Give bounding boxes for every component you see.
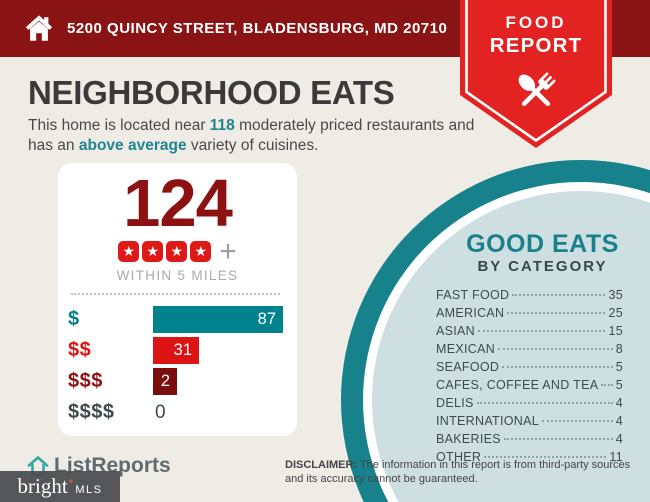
category-row: OTHER 11 <box>436 450 623 468</box>
mls-label: MLS <box>75 483 103 496</box>
category-row: AMERICAN 25 <box>436 306 623 324</box>
category-value: 5 <box>615 378 623 392</box>
dotted-divider <box>71 293 280 295</box>
chart-row: $$$$ 0 <box>68 399 285 426</box>
dotted-leader <box>512 294 606 296</box>
dotted-leader <box>507 312 606 314</box>
bar: 2 <box>153 368 177 395</box>
disclaimer: DISCLAIMER: The information in this repo… <box>285 459 635 486</box>
category-value: 4 <box>615 396 623 410</box>
bar-value: 31 <box>173 341 192 359</box>
category-label: OTHER <box>436 450 482 464</box>
bar-value: 87 <box>257 310 276 328</box>
category-value: 11 <box>609 450 623 464</box>
dotted-leader <box>476 402 613 404</box>
bar-value: 2 <box>160 372 170 390</box>
category-value: 15 <box>608 324 623 338</box>
good-eats-title: GOOD EATS <box>466 230 619 258</box>
category-row: BAKERIES 4 <box>436 432 623 450</box>
rating-plus: + <box>219 234 237 268</box>
chart-row: $87 <box>68 306 285 333</box>
bar-value-zero: 0 <box>155 402 166 423</box>
restaurant-count: 124 <box>123 166 233 241</box>
subtitle-text: variety of cuisines. <box>186 137 319 154</box>
dotted-leader <box>503 438 613 440</box>
disclaimer-text: The information in this report is from t… <box>285 459 631 485</box>
restaurant-count-highlight: 118 <box>209 117 235 134</box>
category-value: 4 <box>615 432 623 446</box>
bar-track: 0 <box>153 399 285 426</box>
category-row: CAFES, COFFEE AND TEA 5 <box>436 378 623 396</box>
dotted-leader <box>484 456 607 458</box>
good-eats-list: FAST FOOD 35 AMERICAN 25 ASIAN 15 MEXICAN 8 SEAF… <box>436 288 623 468</box>
badge-line1: FOOD <box>505 13 567 32</box>
good-eats-panel: GOOD EATS BY CATEGORY FAST FOOD 35 AMERICA… <box>436 231 623 468</box>
bar: 31 <box>153 337 199 364</box>
restaurant-summary-card: 124 ★ ★ ★ ★ + WITHIN 5 MILES $87 $$ 31 $$$ 2 $$$… <box>58 163 297 436</box>
category-value: 4 <box>615 414 623 428</box>
badge-line2: REPORT <box>489 33 583 57</box>
price-tier-label: $$ <box>68 339 92 361</box>
badge-title: FOOD REPORT <box>460 13 612 57</box>
star-rating: ★ ★ ★ ★ + <box>58 234 297 268</box>
utensils-icon <box>518 72 556 107</box>
category-label: BAKERIES <box>436 432 501 446</box>
star-icon: ★ <box>118 241 140 262</box>
category-row: FAST FOOD 35 <box>436 288 623 306</box>
bar-track: 2 <box>153 368 285 395</box>
food-report-badge: FOOD REPORT <box>460 0 612 148</box>
price-tier-label: $$$ <box>68 370 103 392</box>
category-value: 8 <box>615 342 623 356</box>
variety-highlight: above average <box>78 137 187 154</box>
category-row: MEXICAN 8 <box>436 342 623 360</box>
category-row: INTERNATIONAL 4 <box>436 414 623 432</box>
dotted-leader <box>541 420 613 422</box>
category-label: SEAFOOD <box>436 360 500 374</box>
page-title: NEIGHBORHOOD EATS <box>28 74 395 111</box>
radius-label: WITHIN 5 MILES <box>116 268 239 283</box>
dotted-leader <box>498 348 613 350</box>
category-label: FAST FOOD <box>436 288 510 302</box>
badge-shape <box>460 0 612 148</box>
good-eats-subtitle: BY CATEGORY <box>477 258 608 275</box>
price-tier-label: $ <box>68 308 80 330</box>
category-label: MEXICAN <box>436 342 496 356</box>
brightmls-logo: bright ✦ MLS <box>0 471 120 502</box>
category-label: INTERNATIONAL <box>436 414 539 428</box>
star-icon: ★ <box>166 241 188 262</box>
price-tier-label: $$$$ <box>68 401 115 423</box>
category-value: 5 <box>615 360 623 374</box>
category-value: 25 <box>608 306 623 320</box>
category-label: AMERICAN <box>436 306 505 320</box>
bar-track: 31 <box>153 337 285 364</box>
bright-label: bright <box>17 474 68 498</box>
subtitle-text: has an <box>28 137 79 154</box>
bar: 87 <box>153 306 283 333</box>
bright-star-icon: ✦ <box>67 477 75 486</box>
disclaimer-label: DISCLAIMER: <box>285 459 358 471</box>
category-row: DELIS 4 <box>436 396 623 414</box>
star-boxes: ★ ★ ★ ★ <box>118 241 212 262</box>
dotted-leader <box>478 330 606 332</box>
dotted-leader <box>502 366 613 368</box>
bar-track: 87 <box>153 306 285 333</box>
chart-row: $$ 31 <box>68 337 285 364</box>
subtitle-text: moderately priced restaurants and <box>234 117 475 134</box>
category-label: ASIAN <box>436 324 476 338</box>
category-label: DELIS <box>436 396 474 410</box>
category-row: SEAFOOD 5 <box>436 360 623 378</box>
chart-row: $$$ 2 <box>68 368 285 395</box>
subtitle-text: This home is located near <box>28 117 210 134</box>
price-bar-chart: $87 $$ 31 $$$ 2 $$$$ 0 <box>68 306 285 430</box>
home-icon <box>25 15 53 41</box>
page-subtitle: This home is located near 118 moderately… <box>28 116 498 156</box>
category-label: CAFES, COFFEE AND TEA <box>436 378 599 392</box>
property-address: 5200 QUINCY STREET, BLADENSBURG, MD 2071… <box>67 20 448 37</box>
star-icon: ★ <box>190 241 212 262</box>
dotted-leader <box>601 384 613 386</box>
star-icon: ★ <box>142 241 164 262</box>
category-value: 35 <box>608 288 623 302</box>
category-row: ASIAN 15 <box>436 324 623 342</box>
